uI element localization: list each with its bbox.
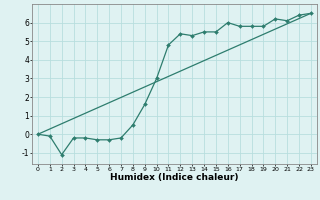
X-axis label: Humidex (Indice chaleur): Humidex (Indice chaleur) (110, 173, 239, 182)
